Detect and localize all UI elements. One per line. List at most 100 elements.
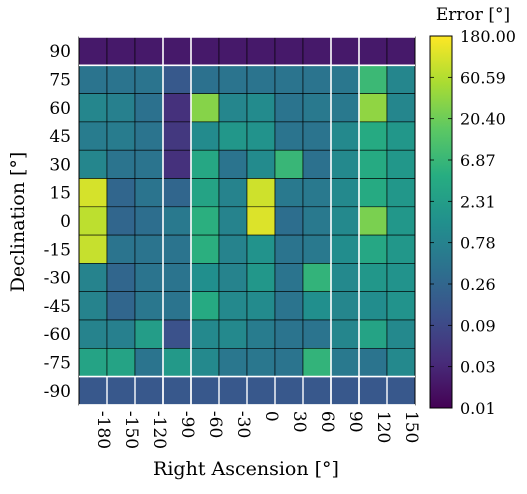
heatmap-cell (246, 263, 276, 292)
colorbar-tick-label: 20.40 (460, 110, 506, 129)
heatmap-cell (302, 36, 332, 66)
heatmap-cell (358, 65, 388, 94)
heatmap-cell (162, 206, 192, 236)
y-tick-label: 0 (60, 212, 71, 232)
heatmap-cell (302, 178, 332, 208)
heatmap-cell (218, 65, 248, 94)
heatmap-cell (218, 178, 248, 208)
heatmap-cell (358, 263, 388, 292)
heatmap-cell (330, 121, 360, 151)
heatmap-cell (358, 121, 388, 151)
heatmap-cell (134, 149, 164, 179)
heatmap-cell (190, 263, 220, 292)
heatmap-cell (162, 376, 192, 406)
heatmap-cell (106, 319, 136, 349)
heatmap-cell (274, 36, 304, 66)
heatmap-cell (274, 376, 304, 406)
heatmap-cell (246, 149, 276, 179)
heatmap-cell (218, 291, 248, 321)
heatmap-cell (358, 319, 388, 349)
heatmap-cell (274, 93, 304, 123)
heatmap-cell (330, 263, 360, 292)
y-tick-label: -30 (44, 269, 71, 289)
heatmap-cell (106, 65, 136, 94)
colorbar-tick-label: 0.03 (460, 358, 496, 377)
y-tick-label: -75 (44, 353, 71, 373)
heatmap-cell (386, 178, 416, 208)
heatmap-cell (302, 149, 332, 179)
heatmap-cell (218, 121, 248, 151)
heatmap-cell (274, 234, 304, 264)
colorbar-tick-label: 0.01 (460, 399, 496, 418)
heatmap-cell (386, 319, 416, 349)
heatmap-cell (246, 234, 276, 264)
y-tick-label: 75 (49, 70, 71, 90)
heatmap-cell (218, 319, 248, 349)
heatmap-cell (246, 291, 276, 321)
heatmap-cell (162, 178, 192, 208)
heatmap-cell (302, 93, 332, 123)
heatmap-cell (134, 234, 164, 264)
heatmap-cell (106, 234, 136, 264)
heatmap-cell (330, 291, 360, 321)
heatmap-cell (78, 93, 108, 123)
heatmap-cell (386, 234, 416, 264)
x-tick-label: 0 (261, 411, 281, 422)
heatmap-cell (78, 347, 108, 377)
heatmap-cell (134, 65, 164, 94)
colorbar-tick-label: 0.26 (460, 275, 496, 294)
heatmap-cell (78, 376, 108, 406)
heatmap-cell (330, 347, 360, 377)
heatmap-cell (106, 36, 136, 66)
y-tick-label: 90 (49, 42, 71, 62)
heatmap-cell (358, 291, 388, 321)
heatmap-cell (162, 263, 192, 292)
heatmap-cell (386, 206, 416, 236)
y-axis-label: Declination [°] (7, 152, 29, 293)
heatmap-cell (386, 93, 416, 123)
heatmap-cell (386, 263, 416, 292)
heatmap-cell (246, 319, 276, 349)
heatmap-cell (358, 376, 388, 406)
heatmap-cell (162, 36, 192, 66)
heatmap-cell (190, 149, 220, 179)
colorbar-tick-label: 0.78 (460, 234, 496, 253)
y-tick-label: -45 (44, 297, 71, 317)
heatmap-cell (358, 93, 388, 123)
heatmap-cell (218, 376, 248, 406)
heatmap-cell (106, 347, 136, 377)
heatmap-cell (302, 319, 332, 349)
colorbar-tick-label: 2.31 (460, 192, 496, 211)
heatmap-cell (274, 319, 304, 349)
heatmap-cell (246, 65, 276, 94)
heatmap-cell (246, 347, 276, 377)
heatmap-cell (274, 263, 304, 292)
heatmap-cell (246, 376, 276, 406)
heatmap-cell (218, 263, 248, 292)
heatmap-cell (302, 121, 332, 151)
heatmap-cell (78, 234, 108, 264)
heatmap-cell (78, 206, 108, 236)
heatmap-cell (330, 36, 360, 66)
heatmap-cell (106, 206, 136, 236)
highlight-lines (79, 36, 415, 406)
y-tick-label: -90 (44, 382, 71, 402)
heatmap-cell (78, 149, 108, 179)
colorbar-ticks: 180.00 60.59 20.40 6.87 2.31 0.78 0.26 0.09 0.03… (430, 27, 516, 418)
heatmap-cell (162, 149, 192, 179)
heatmap-cell (134, 206, 164, 236)
heatmap-cell (302, 376, 332, 406)
heatmap-cell (106, 93, 136, 123)
x-tick-label: 120 (373, 411, 393, 443)
heatmap-cell (134, 291, 164, 321)
heatmap-cell (246, 36, 276, 66)
heatmap-cell (330, 178, 360, 208)
heatmap-cell (190, 178, 220, 208)
heatmap-cells (78, 36, 416, 406)
heatmap-cell (162, 291, 192, 321)
heatmap-cell (190, 206, 220, 236)
heatmap-cell (162, 319, 192, 349)
heatmap-cell (358, 36, 388, 66)
heatmap-cell (106, 376, 136, 406)
